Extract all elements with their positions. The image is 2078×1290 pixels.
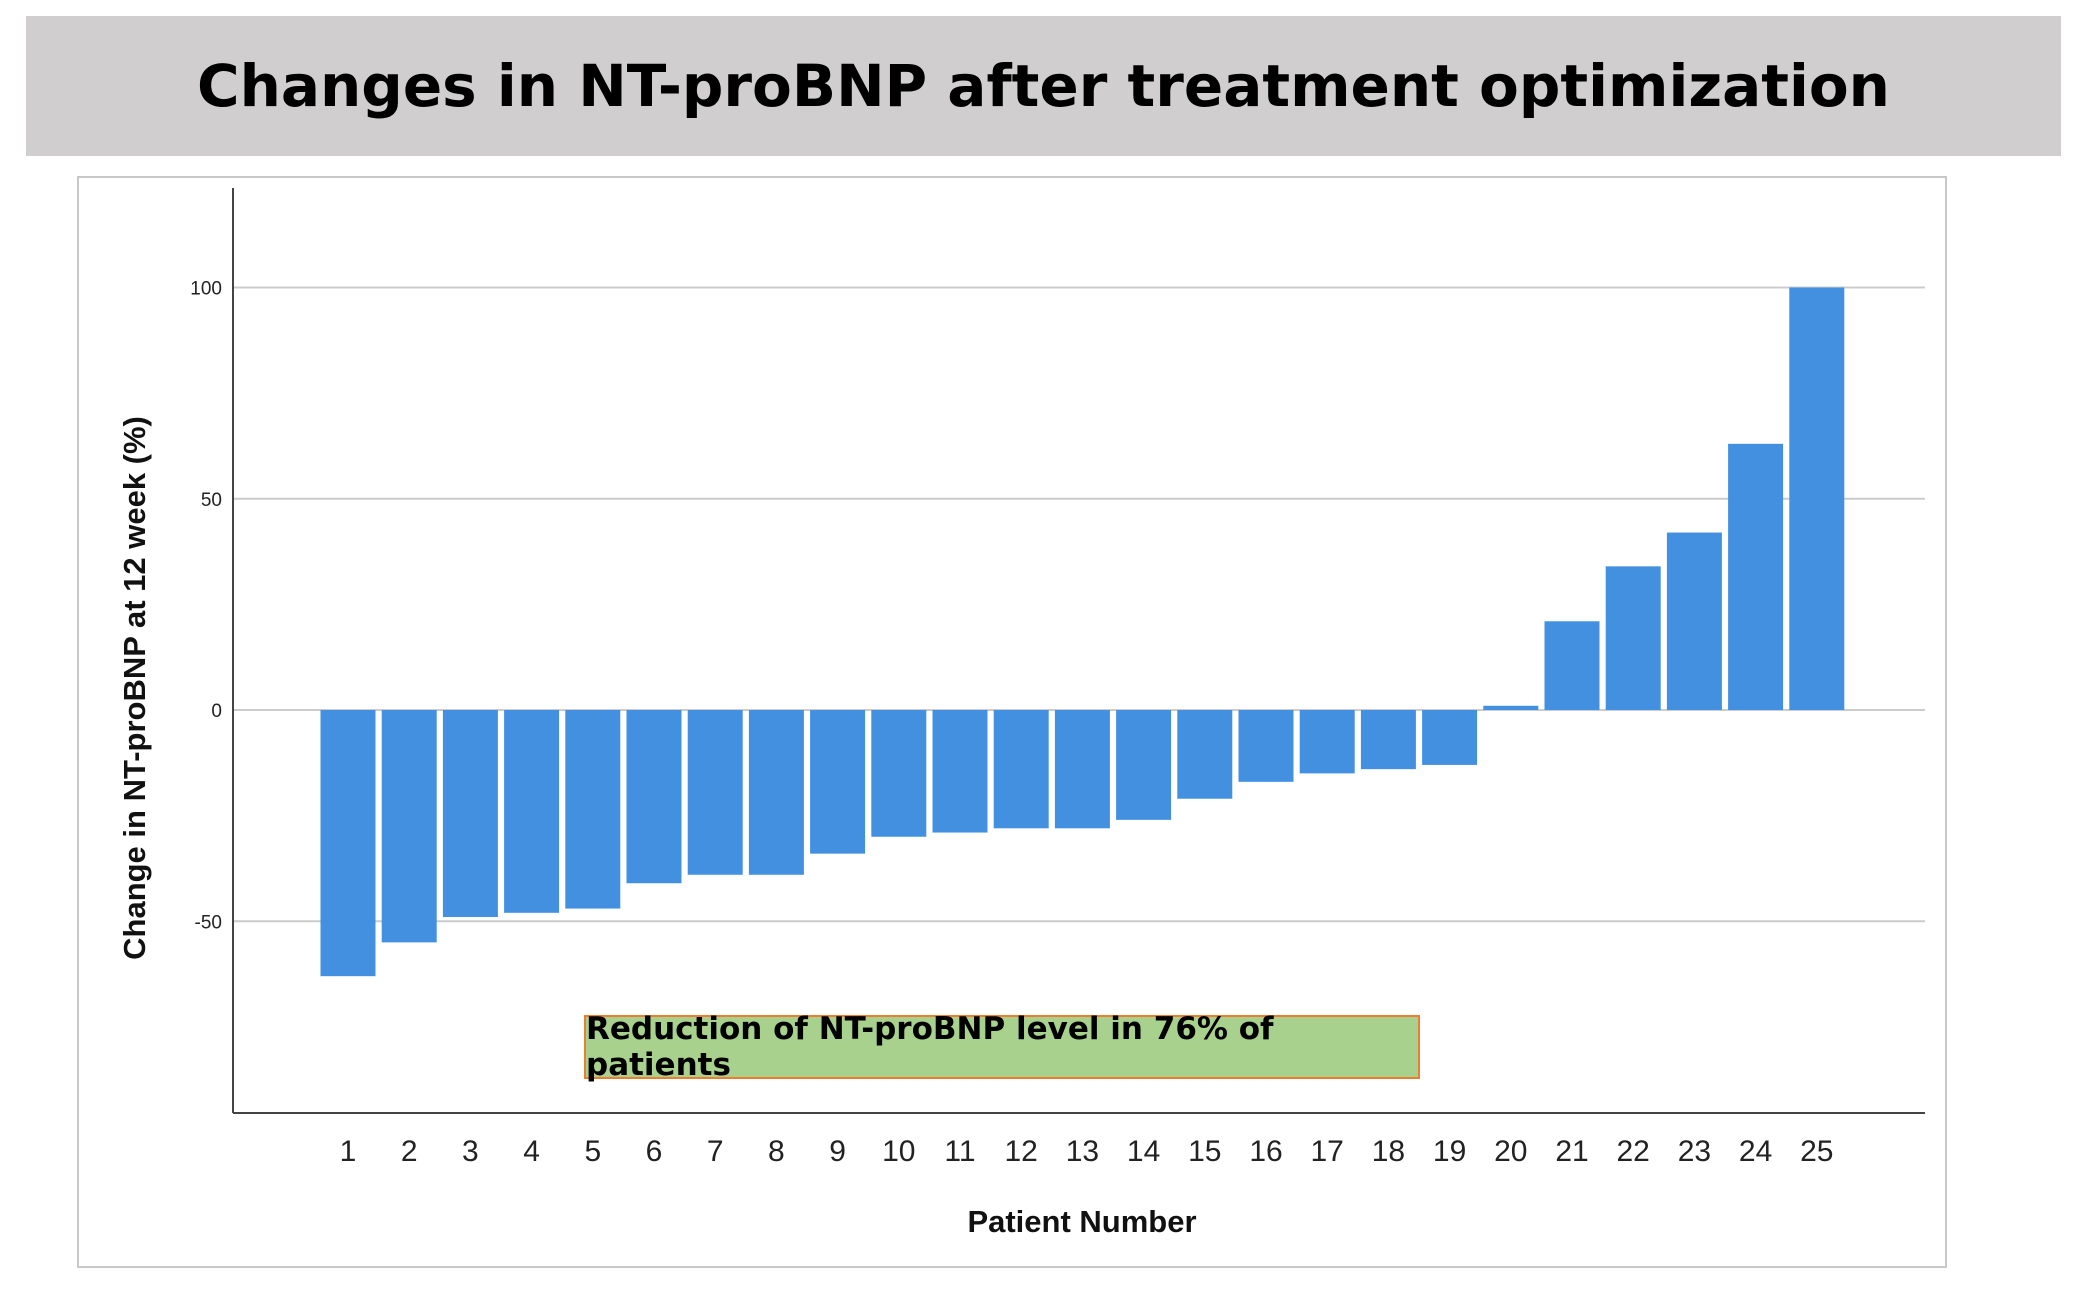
axes [232, 188, 1925, 1114]
x-tick-label: 12 [1005, 1135, 1038, 1168]
bar-patient-19 [1422, 710, 1478, 765]
x-tick-label: 19 [1433, 1135, 1466, 1168]
title-band: Changes in NT-proBNP after treatment opt… [26, 16, 2061, 156]
x-tick-label: 1 [340, 1135, 357, 1168]
bar-patient-25 [1789, 287, 1845, 710]
bar-patient-24 [1728, 443, 1784, 710]
x-tick-label: 24 [1739, 1135, 1772, 1168]
x-tick-label: 8 [768, 1135, 785, 1168]
x-tick-label: 13 [1066, 1135, 1099, 1168]
bar-patient-17 [1299, 710, 1355, 774]
bar-patient-23 [1666, 532, 1722, 710]
y-tick-label: 100 [190, 279, 222, 300]
bar-patient-14 [1116, 710, 1172, 820]
bar-patient-3 [442, 710, 498, 918]
bar-patient-7 [687, 710, 743, 875]
x-tick-label: 7 [707, 1135, 724, 1168]
page-title: Changes in NT-proBNP after treatment opt… [197, 52, 1890, 120]
bar-patient-4 [504, 710, 560, 913]
bar-patient-8 [748, 710, 804, 875]
bar-patient-16 [1238, 710, 1294, 782]
bar-patient-10 [871, 710, 927, 837]
x-tick-label: 15 [1188, 1135, 1221, 1168]
bar-patient-15 [1177, 710, 1233, 799]
x-tick-label: 25 [1800, 1135, 1833, 1168]
x-tick-labels: 1 2 3 4 5 6 7 8 9 10 11 12 13 14 15 16 17 18 19 20 21 22 23 24 2… [340, 1135, 1834, 1168]
bar-patient-11 [932, 710, 988, 833]
bar-patient-20 [1483, 705, 1539, 710]
x-tick-label: 14 [1127, 1135, 1160, 1168]
x-tick-label: 9 [829, 1135, 846, 1168]
x-axis-title: Patient Number [967, 1204, 1196, 1239]
x-tick-label: 21 [1555, 1135, 1588, 1168]
y-tick-labels: -50 0 50 100 [190, 279, 222, 934]
bar-patient-9 [810, 710, 866, 854]
y-axis-title: Change in NT-proBNP at 12 week (%) [117, 416, 152, 960]
x-tick-label: 18 [1372, 1135, 1405, 1168]
x-tick-label: 11 [944, 1135, 975, 1168]
x-tick-label: 6 [646, 1135, 663, 1168]
y-tick-label: 0 [211, 701, 222, 722]
x-tick-label: 20 [1494, 1135, 1527, 1168]
bar-patient-21 [1544, 621, 1600, 710]
x-tick-label: 17 [1311, 1135, 1344, 1168]
bars [320, 287, 1845, 977]
x-tick-label: 5 [584, 1135, 601, 1168]
x-tick-label: 3 [462, 1135, 479, 1168]
x-tick-label: 10 [882, 1135, 915, 1168]
x-tick-label: 4 [523, 1135, 540, 1168]
bar-patient-13 [1054, 710, 1110, 829]
x-tick-label: 2 [401, 1135, 418, 1168]
x-tick-label: 22 [1617, 1135, 1650, 1168]
y-tick-label: 50 [201, 490, 222, 511]
bar-patient-12 [993, 710, 1049, 829]
annotation-box: Reduction of NT-proBNP level in 76% of p… [584, 1011, 1420, 1083]
bar-patient-22 [1605, 566, 1661, 710]
x-tick-label: 16 [1249, 1135, 1282, 1168]
bar-patient-2 [381, 710, 437, 943]
bar-patient-6 [626, 710, 682, 884]
y-tick-label: -50 [195, 912, 222, 933]
bar-patient-18 [1360, 710, 1416, 770]
bar-patient-1 [320, 710, 376, 977]
x-tick-label: 23 [1678, 1135, 1711, 1168]
bar-patient-5 [565, 710, 621, 909]
